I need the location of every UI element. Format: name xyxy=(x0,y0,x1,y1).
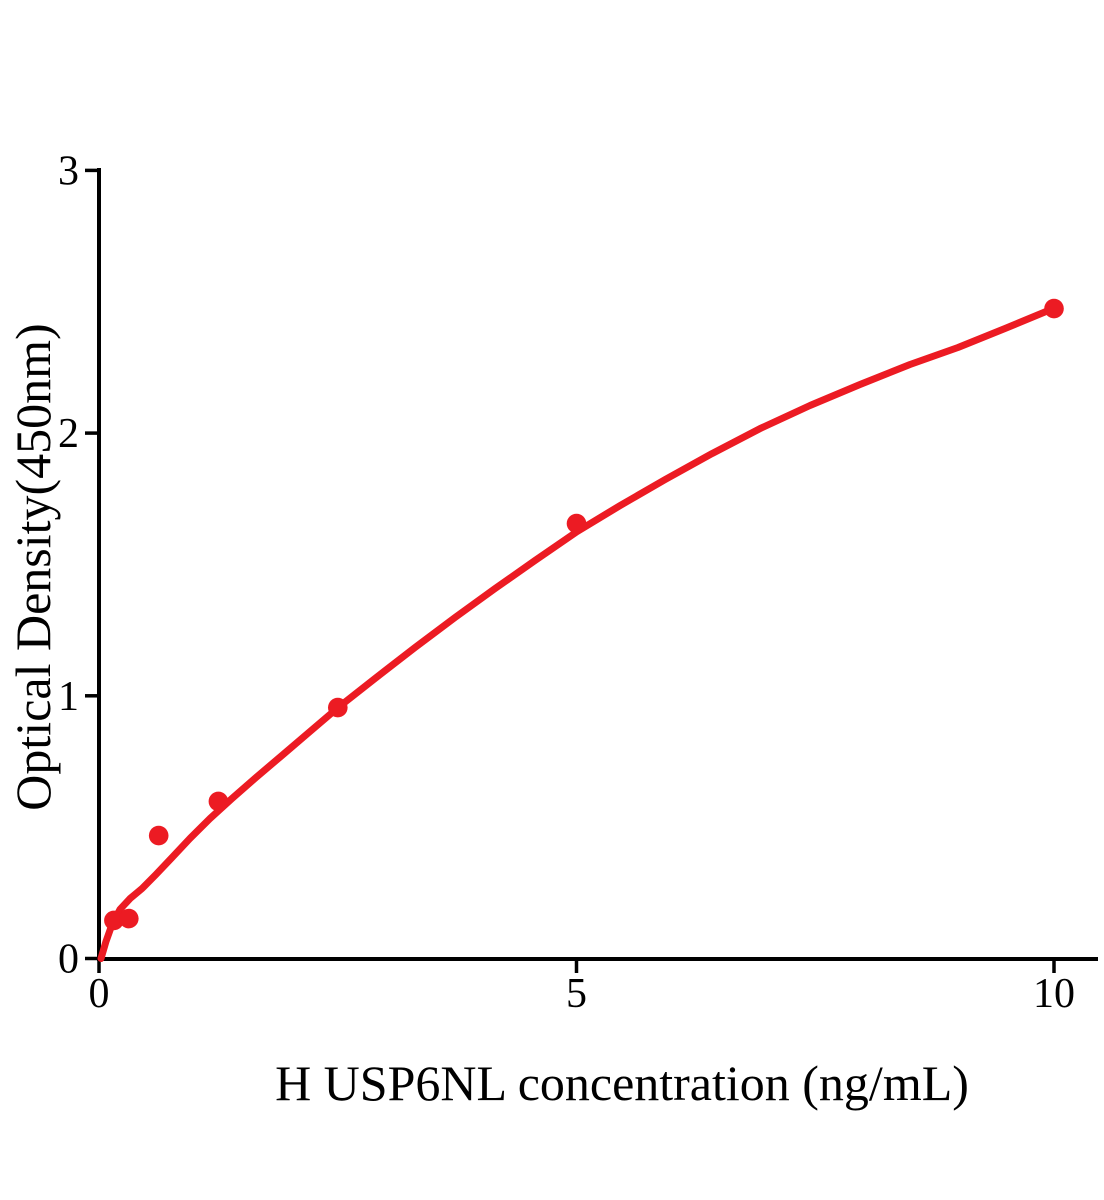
y-axis-ticks: 0 1 2 3 xyxy=(58,148,99,983)
data-point xyxy=(148,825,169,846)
data-point xyxy=(566,513,587,534)
data-point xyxy=(208,791,229,812)
y-tick-label: 3 xyxy=(58,148,79,194)
data-point xyxy=(119,908,139,929)
data-point xyxy=(104,910,124,931)
y-axis-title: Optical Density(450nm) xyxy=(5,323,61,810)
x-axis-title: H USP6NL concentration (ng/mL) xyxy=(275,1055,969,1111)
x-tick-label: 10 xyxy=(1033,971,1075,1017)
x-tick-label: 5 xyxy=(566,971,587,1017)
data-points-group xyxy=(104,298,1064,931)
x-tick-label: 0 xyxy=(89,971,110,1017)
y-tick-label: 0 xyxy=(58,937,79,983)
x-axis-ticks: 0 5 10 xyxy=(89,959,1075,1017)
y-tick-label: 1 xyxy=(58,674,79,720)
data-point xyxy=(1044,298,1064,319)
y-tick-label: 2 xyxy=(58,411,79,457)
fit-curve-line xyxy=(97,305,1057,962)
data-point xyxy=(328,697,348,718)
